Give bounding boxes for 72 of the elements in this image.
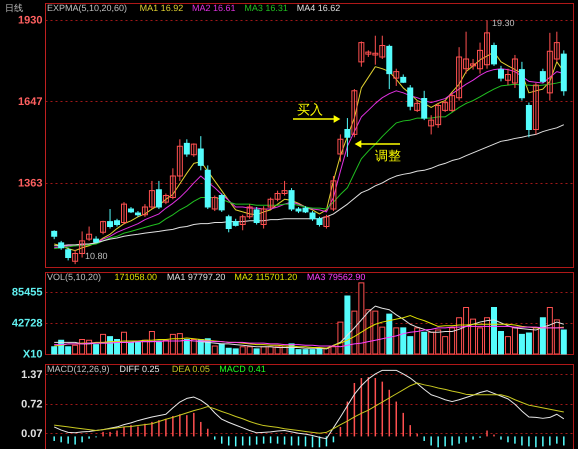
y-tick-label: 85455 <box>12 286 42 298</box>
text: MA1 16.92 <box>140 3 184 13</box>
candlestick <box>184 138 190 158</box>
y-tick-label: 0.07 <box>21 428 42 440</box>
candlestick <box>407 84 414 111</box>
candlestick <box>532 82 539 135</box>
line-series <box>54 315 564 349</box>
candlestick <box>254 206 260 226</box>
bar <box>414 327 420 354</box>
annotation: EXPMA(5,10,20,60) <box>47 3 128 13</box>
bar <box>344 295 350 354</box>
candlestick <box>198 136 204 171</box>
bar <box>532 327 539 354</box>
line-series <box>54 382 564 434</box>
annotation: 买入 <box>297 102 323 117</box>
bar <box>184 338 190 354</box>
candlestick <box>86 226 92 242</box>
candlestick <box>121 202 127 226</box>
text: MA1 97797.20 <box>166 272 226 282</box>
text: 日线 <box>5 3 23 13</box>
annotation: VOL(5,10,20) <box>47 272 102 282</box>
annotation: MACD 0.41 <box>219 364 266 374</box>
candlestick <box>65 247 72 261</box>
bar <box>560 330 567 354</box>
candlestick <box>323 214 330 230</box>
candlestick <box>100 220 106 235</box>
annotation: 10.80 <box>85 251 108 261</box>
candlestick <box>330 176 336 212</box>
candlestick <box>491 42 497 66</box>
candlestick <box>540 68 546 84</box>
candlestick <box>414 100 420 113</box>
bar <box>393 327 400 354</box>
candlestick <box>337 134 344 162</box>
annotation: 171058.00 <box>114 272 158 282</box>
bar <box>156 342 162 354</box>
y-tick-label: 42728 <box>12 317 42 330</box>
y-tick-label: 1930 <box>18 14 42 27</box>
text: MA2 115701.20 <box>234 272 298 282</box>
candlestick <box>260 206 267 230</box>
bar <box>93 344 100 354</box>
candlestick <box>421 90 428 121</box>
annotation: 调整 <box>375 148 401 163</box>
candlestick <box>190 142 197 158</box>
bar <box>421 332 428 354</box>
y-tick-label: 1.37 <box>21 368 42 381</box>
annotation: 19.30 <box>492 18 515 28</box>
y-tick-label: X10 <box>22 348 42 360</box>
y-tick-label: 0.72 <box>21 398 42 410</box>
annotation: MACD(12,26,9) <box>47 364 110 374</box>
y-tick-label: 1363 <box>18 177 42 190</box>
text: DIFF 0.25 <box>120 364 160 374</box>
candlestick <box>212 195 218 212</box>
text: MA4 16.62 <box>296 3 340 13</box>
bar <box>540 317 546 354</box>
text: DEA 0.05 <box>172 364 210 374</box>
y-tick-label: 1647 <box>18 96 42 108</box>
bar <box>100 334 106 354</box>
bar <box>212 346 218 354</box>
candlestick <box>344 118 350 158</box>
line-series <box>54 326 564 348</box>
bar <box>121 332 127 354</box>
text: MA2 16.61 <box>192 3 236 13</box>
bar <box>386 314 392 354</box>
text: MA3 79562.90 <box>306 272 366 282</box>
bar <box>254 348 260 354</box>
candlestick <box>393 68 400 86</box>
candlestick <box>156 180 162 210</box>
bar <box>190 338 197 354</box>
candlestick <box>218 193 225 212</box>
candlestick <box>351 88 358 138</box>
text: MA3 16.31 <box>244 3 288 13</box>
candlestick <box>498 65 504 82</box>
